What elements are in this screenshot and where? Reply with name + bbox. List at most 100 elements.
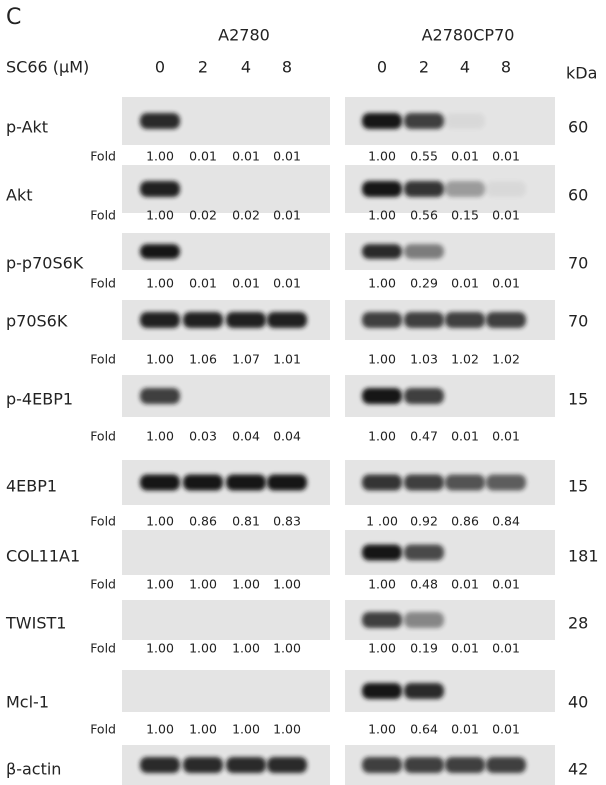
blot [345,745,555,785]
kda-value: 28 [568,614,588,633]
band [404,181,444,197]
dose: 4 [460,58,470,77]
fold-value: 1.00 [368,577,396,592]
band [362,181,402,197]
blot [122,670,330,712]
band [140,312,180,328]
band [445,475,485,491]
band [362,683,402,699]
fold-value: 0.01 [451,149,479,164]
fold-value: 1.00 [146,429,174,444]
fold-label: Fold [90,429,116,444]
fold-value: 0.02 [189,208,217,223]
fold-value: 0.04 [232,429,260,444]
band [404,612,444,628]
fold-label: Fold [90,276,116,291]
kda-value: 15 [568,390,588,409]
protein-label: p-4EBP1 [6,390,73,409]
band [404,545,444,561]
fold-value: 0.01 [492,276,520,291]
fold-value: 0.01 [492,208,520,223]
band [404,757,444,773]
fold-value: 0.29 [410,276,438,291]
fold-value: 1.00 [146,514,174,529]
fold-value: 0.01 [451,429,479,444]
blot [122,375,330,417]
fold-value: 0.03 [189,429,217,444]
band [226,475,266,491]
band [183,312,223,328]
band [404,312,444,328]
dose: 4 [241,58,251,77]
fold-value: 1.00 [273,577,301,592]
blot [122,745,330,785]
band [362,312,402,328]
fold-value: 1 .00 [366,514,398,529]
band [183,757,223,773]
blot-background [122,600,330,640]
fold-value: 1.02 [492,352,520,367]
fold-value: 0.01 [273,208,301,223]
fold-value: 1.00 [368,429,396,444]
fold-value: 1.00 [146,149,174,164]
fold-value: 1.00 [368,276,396,291]
kda-value: 60 [568,186,588,205]
band [486,475,526,491]
blot [345,670,555,712]
fold-value: 0.01 [451,577,479,592]
blot [345,530,555,575]
fold-value: 1.00 [146,641,174,656]
fold-value: 0.01 [492,429,520,444]
blot [122,530,330,575]
fold-value: 0.01 [492,722,520,737]
fold-value: 0.01 [232,149,260,164]
fold-value: 1.00 [368,208,396,223]
fold-value: 0.64 [410,722,438,737]
fold-value: 0.01 [451,641,479,656]
protein-label: p-p70S6K [6,254,84,273]
fold-value: 0.92 [410,514,438,529]
kda-value: 40 [568,693,588,712]
fold-value: 1.00 [368,149,396,164]
fold-value: 1.01 [273,352,301,367]
fold-value: 1.00 [232,641,260,656]
protein-label: Mcl-1 [6,693,49,712]
protein-label: COL11A1 [6,547,80,566]
blot [122,233,330,270]
dose: 8 [282,58,292,77]
blot [122,600,330,640]
kda-value: 181 [568,547,599,566]
blot-background [122,530,330,575]
panel-label: C [6,5,21,30]
fold-value: 1.00 [146,208,174,223]
band [486,757,526,773]
fold-value: 0.86 [451,514,479,529]
protein-label: 4EBP1 [6,477,57,496]
band [404,113,444,129]
band [486,312,526,328]
band [362,113,402,129]
band [267,757,307,773]
fold-value: 0.48 [410,577,438,592]
fold-value: 1.00 [146,276,174,291]
fold-value: 0.81 [232,514,260,529]
protein-label: TWIST1 [5,614,66,633]
band [140,113,180,129]
blot [345,233,555,270]
band [445,312,485,328]
kda-value: 60 [568,118,588,137]
protein-label: β-actin [6,760,61,779]
protein-label: p70S6K [6,312,68,331]
kda-value: 42 [568,760,588,779]
fold-value: 0.01 [189,276,217,291]
fold-label: Fold [90,577,116,592]
band [267,312,307,328]
fold-value: 0.83 [273,514,301,529]
fold-value: 0.01 [273,276,301,291]
fold-value: 1.02 [451,352,479,367]
band [267,475,307,491]
fold-value: 1.06 [189,352,217,367]
blot [345,375,555,417]
band [362,757,402,773]
fold-value: 0.01 [451,276,479,291]
